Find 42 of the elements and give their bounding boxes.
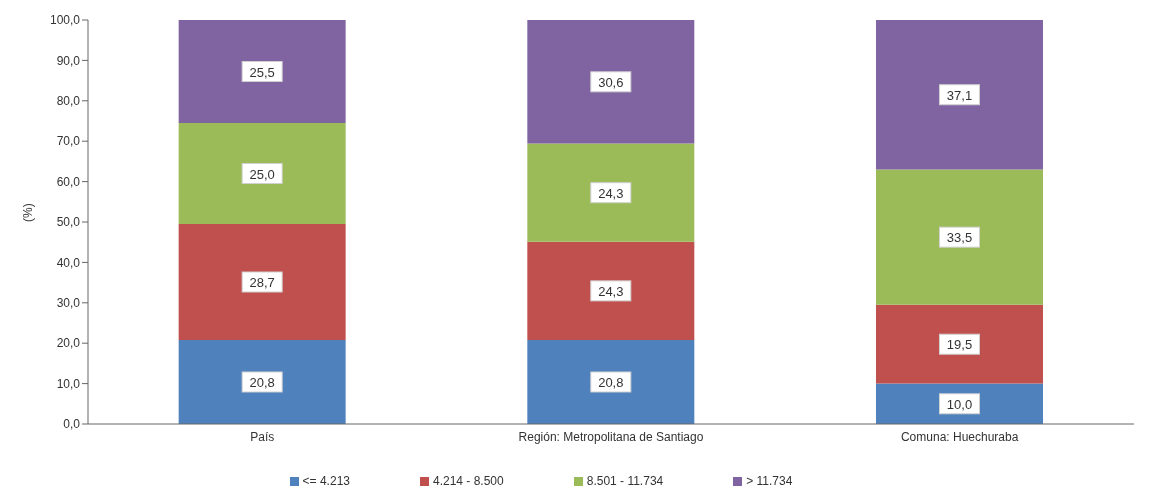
y-tick-label: 60,0 <box>56 174 81 189</box>
bar <box>178 339 346 424</box>
bar <box>527 339 695 424</box>
x-tick-label: Comuna: Huechuraba <box>900 429 1019 444</box>
legend-label: 4.214 - 8.500 <box>432 474 504 488</box>
data-label: 37,1 <box>946 87 973 103</box>
y-tick-label: 10,0 <box>56 376 81 391</box>
bar <box>875 304 1043 384</box>
data-label: 30,6 <box>598 74 624 90</box>
y-tick-label: 50,0 <box>56 215 81 230</box>
data-label: 10,0 <box>946 396 973 412</box>
bar <box>527 241 695 340</box>
data-label: 28,7 <box>249 274 275 290</box>
data-label: 19,5 <box>946 337 973 353</box>
bar <box>178 123 346 225</box>
data-label: 33,5 <box>946 230 973 246</box>
y-tick-label: 90,0 <box>56 53 81 68</box>
y-tick-label: 0,0 <box>63 417 81 432</box>
data-label: 24,3 <box>598 185 624 201</box>
data-label: 20,8 <box>598 374 624 390</box>
data-label: 25,5 <box>249 64 275 80</box>
bar <box>178 20 346 124</box>
bar <box>875 20 1043 170</box>
y-tick-label: 40,0 <box>56 255 81 270</box>
y-tick-label: 20,0 <box>56 336 81 351</box>
y-tick-label: 100,0 <box>49 13 81 28</box>
y-axis-title: (%) <box>21 203 36 222</box>
data-label: 24,3 <box>598 283 624 299</box>
y-tick-label: 30,0 <box>56 296 81 311</box>
bar <box>527 143 695 242</box>
legend-label: 8.501 - 11.734 <box>586 474 664 488</box>
x-tick-label: Región: Metropolitana de Santiago <box>518 429 704 444</box>
legend-label: <= 4.213 <box>302 474 350 488</box>
bar <box>875 169 1043 305</box>
bar <box>178 224 346 340</box>
data-label: 25,0 <box>249 166 275 182</box>
y-tick-label: 80,0 <box>56 94 81 109</box>
x-tick-label: País <box>250 429 275 444</box>
data-label: 20,8 <box>249 374 275 390</box>
y-tick-label: 70,0 <box>56 134 81 149</box>
bar <box>527 20 695 144</box>
legend-label: > 11.734 <box>746 474 793 488</box>
